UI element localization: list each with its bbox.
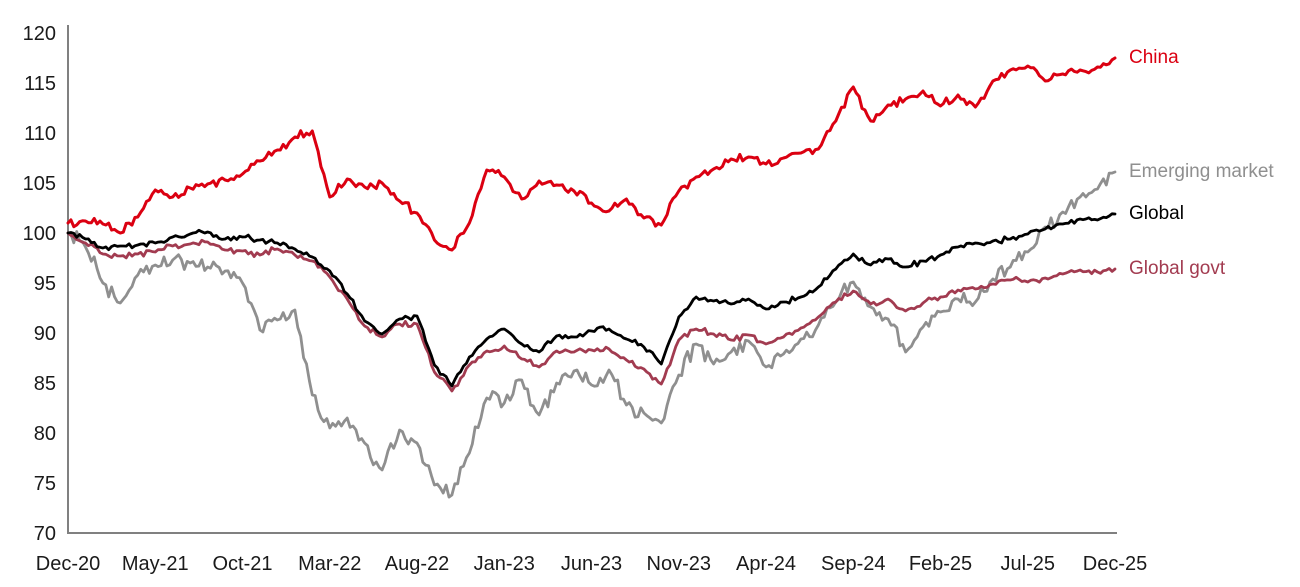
x-axis-tick-label: Apr-24 <box>736 553 796 575</box>
x-axis-tick-label: Jun-23 <box>561 553 622 575</box>
x-axis-tick-label: May-21 <box>122 553 189 575</box>
series-line-emerging-market <box>66 170 1117 499</box>
series-line-global-govt <box>66 231 1117 393</box>
series-line-global <box>66 212 1117 388</box>
y-axis-tick-label: 115 <box>24 73 56 95</box>
y-axis-tick-label: 85 <box>34 373 56 395</box>
series-line-china <box>66 56 1117 252</box>
x-axis-tick-label: Dec-25 <box>1083 553 1147 575</box>
y-axis-tick-label: 75 <box>34 473 56 495</box>
x-axis-tick-label: Mar-22 <box>298 553 361 575</box>
x-axis-tick-label: Sep-24 <box>821 553 886 575</box>
series-label-global-govt: Global govt <box>1129 258 1226 279</box>
x-axis-tick-label: Aug-22 <box>385 553 450 575</box>
series-label-emerging-market: Emerging market <box>1129 161 1274 182</box>
y-axis-tick-label: 90 <box>34 323 56 345</box>
x-axis-tick-label: Dec-20 <box>36 553 100 575</box>
x-axis-tick-label: Oct-21 <box>212 553 272 575</box>
y-axis-tick-label: 110 <box>24 123 56 145</box>
y-axis-tick-label: 95 <box>34 273 56 295</box>
x-axis-tick-label: Feb-25 <box>909 553 972 575</box>
series-label-global: Global <box>1129 203 1184 224</box>
y-axis-tick-label: 100 <box>23 223 56 245</box>
y-axis-tick-label: 70 <box>34 523 56 545</box>
y-axis-tick-label: 105 <box>23 173 56 195</box>
y-axis-tick-label: 120 <box>23 23 56 45</box>
x-axis-tick-label: Jan-23 <box>474 553 535 575</box>
y-axis-tick-label: 80 <box>34 423 56 445</box>
x-axis-tick-label: Jul-25 <box>1001 553 1055 575</box>
series-label-china: China <box>1129 47 1179 68</box>
x-axis-tick-label: Nov-23 <box>647 553 711 575</box>
